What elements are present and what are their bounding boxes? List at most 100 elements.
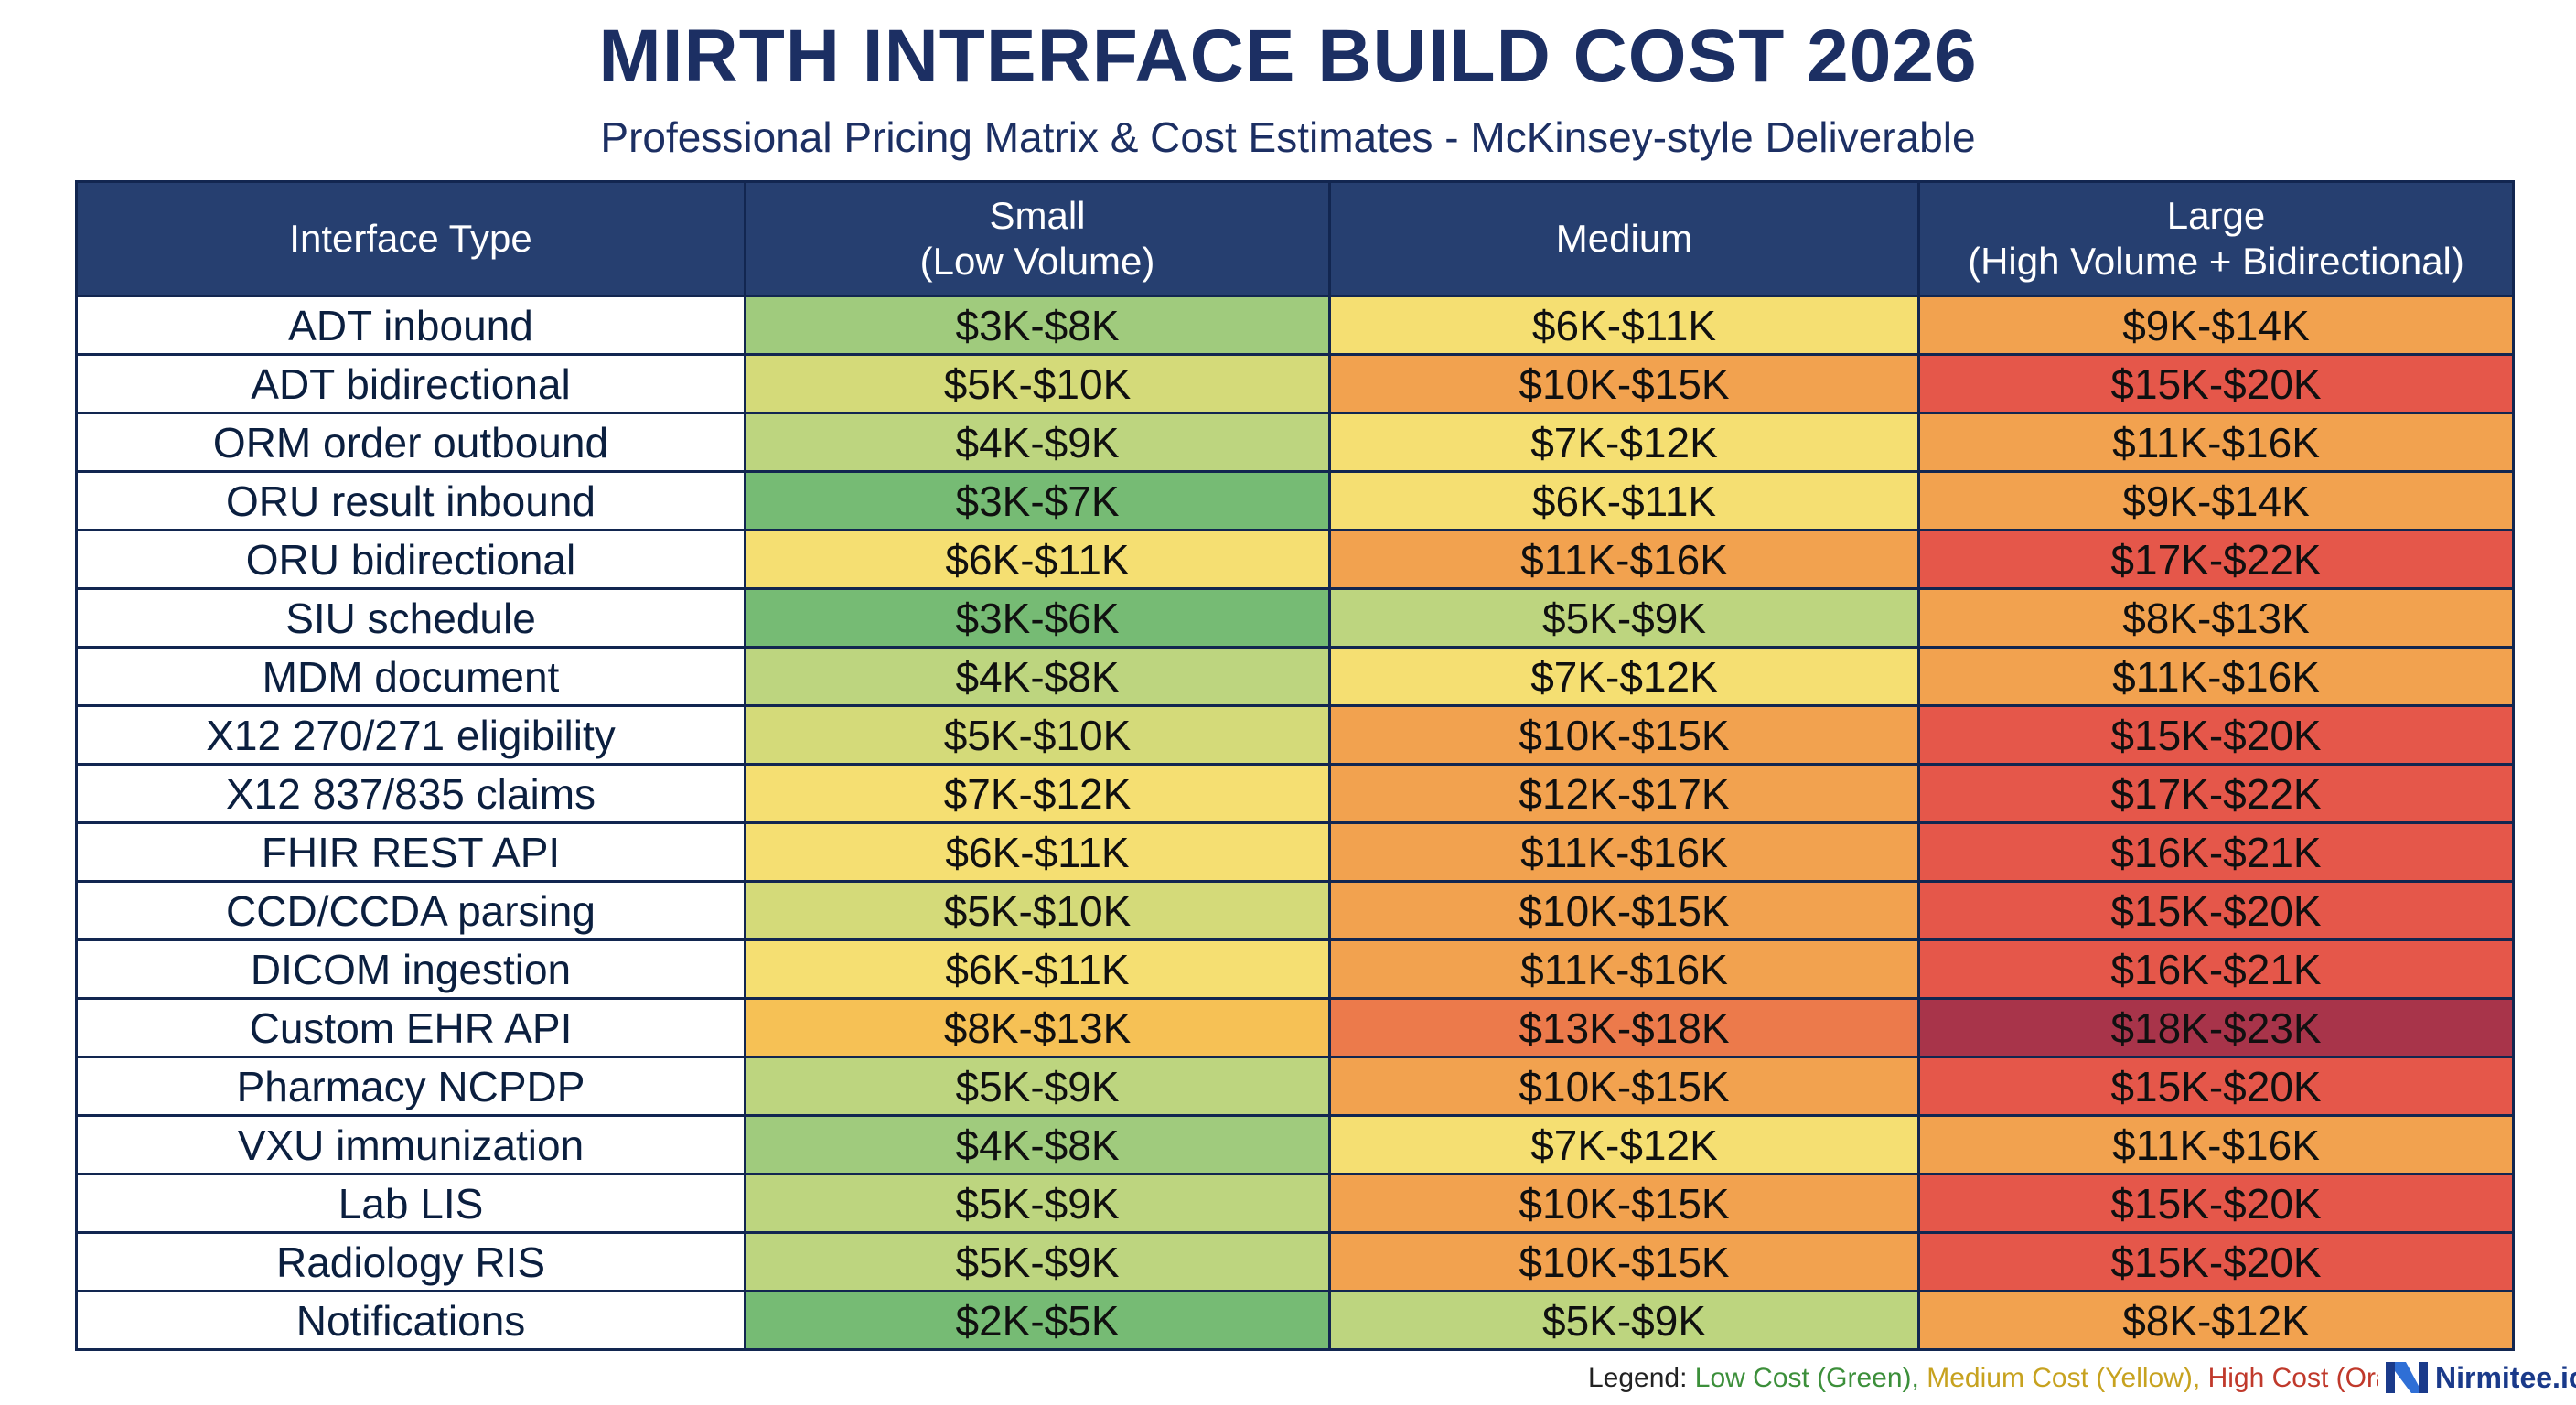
column-header-sublabel: (High Volume + Bidirectional) [1968, 240, 2464, 283]
cost-cell-small: $5K-$9K [744, 1056, 1331, 1117]
cost-cell-medium: $11K-$16K [1328, 529, 1920, 590]
legend-prefix: Legend: [1588, 1363, 1688, 1393]
interface-type-cell: MDM document [75, 646, 746, 707]
cost-cell-medium: $5K-$9K [1328, 1290, 1920, 1351]
cost-cell-large: $15K-$20K [1917, 704, 2515, 766]
cost-cell-large: $8K-$12K [1917, 1290, 2515, 1351]
interface-type-cell: Radiology RIS [75, 1231, 746, 1292]
cost-cell-small: $3K-$7K [744, 470, 1331, 531]
cost-cell-large: $15K-$20K [1917, 880, 2515, 941]
cost-cell-large: $9K-$14K [1917, 470, 2515, 531]
cost-cell-medium: $7K-$12K [1328, 412, 1920, 473]
table-row: X12 270/271 eligibility $5K-$10K $10K-$15K… [75, 704, 2515, 766]
interface-type-cell: ORM order outbound [75, 412, 746, 473]
interface-type-cell: ADT bidirectional [75, 353, 746, 414]
table-row: ADT inbound $3K-$8K $6K-$11K $9K-$14K [75, 295, 2515, 356]
interface-type-cell: Lab LIS [75, 1173, 746, 1234]
interface-type-cell: SIU schedule [75, 587, 746, 649]
legend-medium-cost: Medium Cost (Yellow), [1927, 1363, 2201, 1393]
interface-type-cell: ORU result inbound [75, 470, 746, 531]
table-row: Radiology RIS $5K-$9K $10K-$15K $15K-$20K [75, 1231, 2515, 1292]
cost-cell-medium: $7K-$12K [1328, 1114, 1920, 1175]
table-row: ORU result inbound $3K-$7K $6K-$11K $9K-$14… [75, 470, 2515, 531]
cost-cell-large: $15K-$20K [1917, 353, 2515, 414]
table-row: ADT bidirectional $5K-$10K $10K-$15K $15K-$… [75, 353, 2515, 414]
page-subtitle: Professional Pricing Matrix & Cost Estim… [600, 113, 1976, 161]
interface-type-cell: CCD/CCDA parsing [75, 880, 746, 941]
cost-cell-small: $8K-$13K [744, 997, 1331, 1058]
interface-type-cell: VXU immunization [75, 1114, 746, 1175]
cost-cell-large: $11K-$16K [1917, 412, 2515, 473]
color-legend: Legend: Low Cost (Green), Medium Cost (Y… [1588, 1363, 2391, 1394]
cost-cell-small: $4K-$8K [744, 646, 1331, 707]
cost-cell-large: $17K-$22K [1917, 529, 2515, 590]
column-header-label: Medium [1555, 217, 1693, 260]
cost-cell-small: $7K-$12K [744, 763, 1331, 824]
table-body: ADT inbound $3K-$8K $6K-$11K $9K-$14K ADT bi… [75, 295, 2515, 1351]
interface-type-cell: ORU bidirectional [75, 529, 746, 590]
table-row: Pharmacy NCPDP $5K-$9K $10K-$15K $15K-$20K [75, 1056, 2515, 1117]
column-header-label: Large [2166, 194, 2266, 237]
cost-cell-medium: $11K-$16K [1328, 938, 1920, 1000]
cost-cell-medium: $10K-$15K [1328, 1173, 1920, 1234]
interface-type-cell: X12 270/271 eligibility [75, 704, 746, 766]
table-row: ORM order outbound $4K-$9K $7K-$12K $11K-$1… [75, 412, 2515, 473]
interface-type-cell: X12 837/835 claims [75, 763, 746, 824]
column-header-interface-type: Interface Type [75, 180, 746, 297]
column-header-medium: Medium [1328, 180, 1920, 297]
cost-cell-large: $16K-$21K [1917, 821, 2515, 883]
interface-type-cell: Custom EHR API [75, 997, 746, 1058]
column-header-sublabel: (Low Volume) [919, 240, 1155, 283]
cost-cell-large: $11K-$16K [1917, 646, 2515, 707]
table-row: VXU immunization $4K-$8K $7K-$12K $11K-$16K [75, 1114, 2515, 1175]
table-row: ORU bidirectional $6K-$11K $11K-$16K $17K-$… [75, 529, 2515, 590]
cost-cell-medium: $10K-$15K [1328, 880, 1920, 941]
cost-cell-medium: $10K-$15K [1328, 353, 1920, 414]
cost-cell-small: $5K-$10K [744, 880, 1331, 941]
column-header-small: Small (Low Volume) [744, 180, 1331, 297]
interface-type-cell: DICOM ingestion [75, 938, 746, 1000]
column-header-label: Small [989, 194, 1086, 237]
cost-cell-medium: $11K-$16K [1328, 821, 1920, 883]
cost-cell-medium: $7K-$12K [1328, 646, 1920, 707]
legend-high-cost: High Cost (Ora [2207, 1363, 2391, 1393]
pricing-matrix-table: Interface Type Small (Low Volume) Medium… [75, 180, 2515, 1351]
interface-type-cell: Pharmacy NCPDP [75, 1056, 746, 1117]
cost-cell-small: $4K-$9K [744, 412, 1331, 473]
cost-cell-medium: $10K-$15K [1328, 1056, 1920, 1117]
cost-cell-small: $3K-$6K [744, 587, 1331, 649]
cost-cell-medium: $6K-$11K [1328, 295, 1920, 356]
cost-cell-small: $2K-$5K [744, 1290, 1331, 1351]
cost-cell-large: $15K-$20K [1917, 1056, 2515, 1117]
cost-cell-large: $9K-$14K [1917, 295, 2515, 356]
table-row: Custom EHR API $8K-$13K $13K-$18K $18K-$23K [75, 997, 2515, 1058]
table-row: SIU schedule $3K-$6K $5K-$9K $8K-$13K [75, 587, 2515, 649]
column-header-label: Interface Type [289, 217, 532, 260]
table-row: MDM document $4K-$8K $7K-$12K $11K-$16K [75, 646, 2515, 707]
cost-cell-small: $5K-$9K [744, 1231, 1331, 1292]
cost-cell-small: $4K-$8K [744, 1114, 1331, 1175]
cost-cell-large: $18K-$23K [1917, 997, 2515, 1058]
page-title: MIRTH INTERFACE BUILD COST 2026 [598, 15, 1978, 98]
table-row: CCD/CCDA parsing $5K-$10K $10K-$15K $15K-$2… [75, 880, 2515, 941]
table-header-row: Interface Type Small (Low Volume) Medium… [75, 180, 2515, 297]
cost-cell-large: $15K-$20K [1917, 1173, 2515, 1234]
cost-cell-large: $16K-$21K [1917, 938, 2515, 1000]
cost-cell-medium: $6K-$11K [1328, 470, 1920, 531]
table-row: DICOM ingestion $6K-$11K $11K-$16K $16K-$21… [75, 938, 2515, 1000]
table-row: X12 837/835 claims $7K-$12K $12K-$17K $17K-… [75, 763, 2515, 824]
cost-cell-medium: $12K-$17K [1328, 763, 1920, 824]
interface-type-cell: Notifications [75, 1290, 746, 1351]
nirmitee-logo-icon [2386, 1362, 2428, 1393]
brand-logo: Nirmitee.io [2378, 1356, 2576, 1400]
cost-cell-small: $6K-$11K [744, 938, 1331, 1000]
cost-cell-small: $6K-$11K [744, 529, 1331, 590]
table-row: Lab LIS $5K-$9K $10K-$15K $15K-$20K [75, 1173, 2515, 1234]
cost-cell-small: $5K-$9K [744, 1173, 1331, 1234]
interface-type-cell: FHIR REST API [75, 821, 746, 883]
cost-cell-medium: $13K-$18K [1328, 997, 1920, 1058]
cost-cell-small: $6K-$11K [744, 821, 1331, 883]
cost-cell-large: $15K-$20K [1917, 1231, 2515, 1292]
cost-cell-large: $17K-$22K [1917, 763, 2515, 824]
cost-cell-small: $3K-$8K [744, 295, 1331, 356]
